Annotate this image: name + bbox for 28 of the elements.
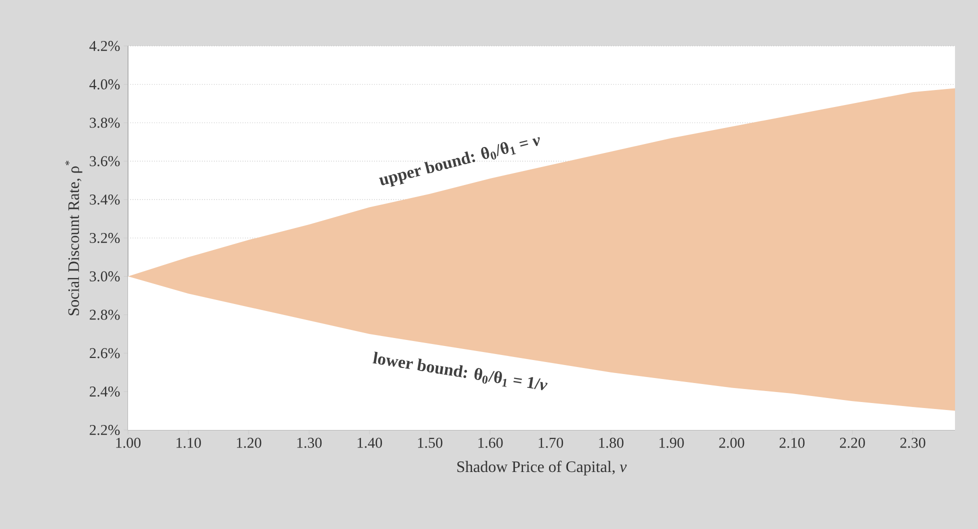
y-tick-label: 3.0% <box>90 271 120 282</box>
x-tick-label: 1.10 <box>176 438 201 448</box>
x-tick-label: 2.20 <box>840 438 865 448</box>
y-tick-label: 3.2% <box>90 232 120 244</box>
y-tick-label: 4.0% <box>89 79 120 90</box>
x-axis-title: Shadow Price of Capital, v <box>457 460 627 476</box>
y-tick-label: 3.6% <box>90 156 120 166</box>
y-tick-label: 2.6% <box>90 348 120 358</box>
x-tick-label: 1.50 <box>418 438 442 448</box>
y-tick-label: 4.2% <box>89 40 120 52</box>
x-tick-label: 1.70 <box>538 438 564 448</box>
y-tick-label: 2.8% <box>90 310 120 320</box>
x-tick-label: 1.30 <box>297 438 322 448</box>
x-tick-label: 1.40 <box>358 438 382 448</box>
y-tick-label: 3.4% <box>90 194 120 205</box>
x-tick-label: 1.20 <box>236 438 262 448</box>
x-tick-label: 2.30 <box>900 438 926 448</box>
x-tick-label: 1.00 <box>116 438 141 448</box>
y-tick-label: 3.8% <box>90 118 120 128</box>
y-tick-label: 2.4% <box>90 386 120 397</box>
y-tick-label: 2.2% <box>90 424 120 436</box>
x-tick-label: 1.60 <box>478 438 503 448</box>
x-tick-label: 2.10 <box>780 438 805 448</box>
y-axis-title: Social Discount Rate, ρ$^{*}$ <box>65 160 82 316</box>
x-tick-label: 2.00 <box>719 438 744 448</box>
x-tick-label: 1.80 <box>599 438 624 448</box>
annotation: upper bound: θ$_{0}$/θ$_{1}$ = v <box>378 137 540 187</box>
x-tick-label: 1.90 <box>660 438 684 448</box>
